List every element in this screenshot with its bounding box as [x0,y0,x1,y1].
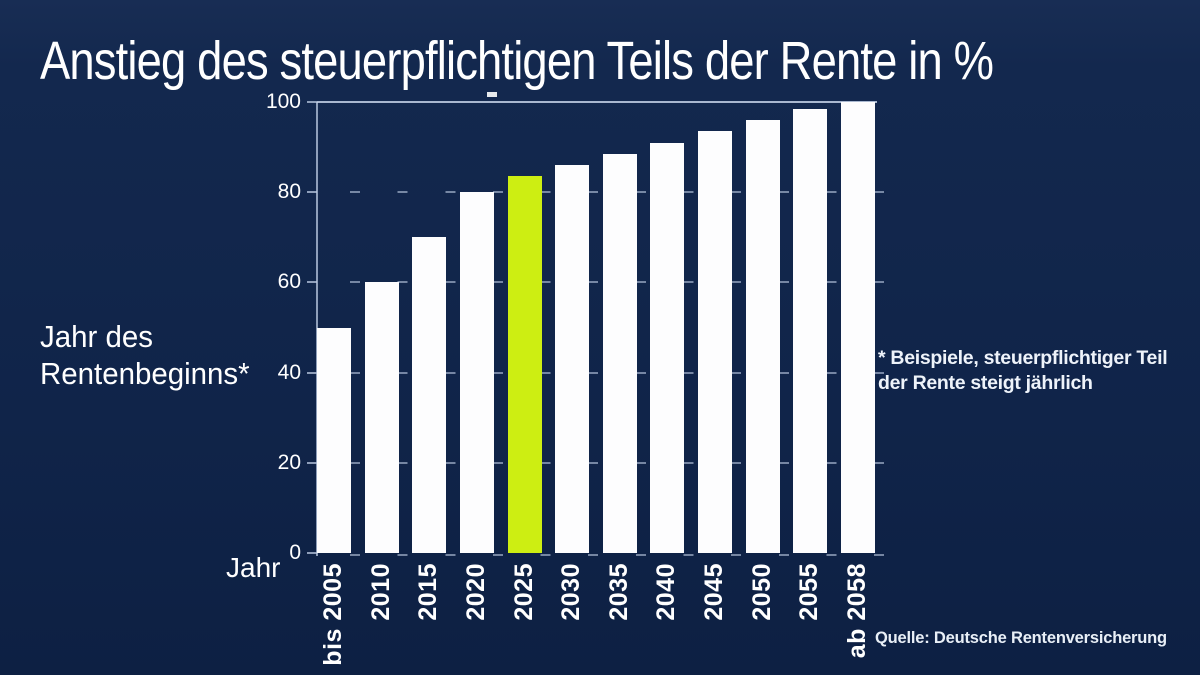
bar-ab 2058 [841,102,875,553]
chart-title: Anstieg des steuerpflichtigen Teils der … [40,31,994,91]
y-axis-title-line1: Jahr des [40,319,153,354]
x-label-2025: 2025 [509,563,538,621]
gridline-60 [317,281,885,284]
footnote-line2: der Rente steigt jährlich [878,372,1093,394]
y-tick-label-80: 80 [277,180,301,204]
footnote-line1: * Beispiele, steuerpflichtiger Teil [878,347,1168,369]
x-label-2035: 2035 [604,563,633,621]
x-label-2030: 2030 [557,563,586,621]
x-label-2055: 2055 [795,563,824,621]
y-tick-label-0: 0 [289,541,301,564]
bar-2015 [412,237,447,553]
y-tick-label-20: 20 [277,450,301,474]
bar-2025 [507,176,542,553]
x-label-2010: 2010 [366,563,395,621]
source-credit: Quelle: Deutsche Rentenversicherung [875,629,1167,647]
x-axis-caption: Jahr [226,552,281,583]
top-accent-bar [0,0,1200,5]
y-tick-label-100: 100 [265,90,301,113]
bar-2040 [650,142,685,553]
bar-2020 [459,192,494,553]
gridline-0 [317,554,885,556]
x-label-2015: 2015 [414,563,443,621]
bar-2050 [745,120,780,553]
bar-2055 [793,108,828,553]
gridline-80 [317,191,885,194]
bar-2035 [602,153,637,553]
bar-2045 [698,131,733,553]
bar-2010 [364,282,399,553]
bar-bis 2005 [317,327,351,553]
x-label-bis 2005: bis 2005 [319,563,347,666]
y-tick-20 [307,461,317,464]
footnote: * Beispiele, steuerpflichtiger Teil der … [878,346,1168,396]
x-label-2020: 2020 [461,563,490,621]
x-label-2045: 2045 [700,563,729,621]
y-tick-label-60: 60 [277,270,301,294]
stray-highlight-mark [487,92,497,97]
y-tick-60 [307,281,317,284]
gridline-40 [317,371,885,374]
x-label-ab 2058: ab 2058 [843,563,871,659]
y-tick-label-40: 40 [277,360,301,384]
bar-2030 [555,165,590,553]
y-tick-100 [307,101,317,103]
y-tick-0 [307,552,317,554]
gridline-20 [317,461,885,464]
y-axis-title-line2: Rentenbeginns* [40,356,250,391]
y-tick-40 [307,371,317,374]
y-tick-labels: 0 20 40 60 80 100 [229,0,309,675]
x-label-2040: 2040 [652,563,681,621]
plot-area: bis 2005 2010 2015 2020 2025 2030 2035 2040 2045… [307,92,885,666]
y-tick-80 [307,191,317,194]
y-axis-title: Jahr des Rentenbeginns* [40,318,250,392]
x-label-2050: 2050 [747,563,776,621]
gridline-100 [317,101,877,103]
